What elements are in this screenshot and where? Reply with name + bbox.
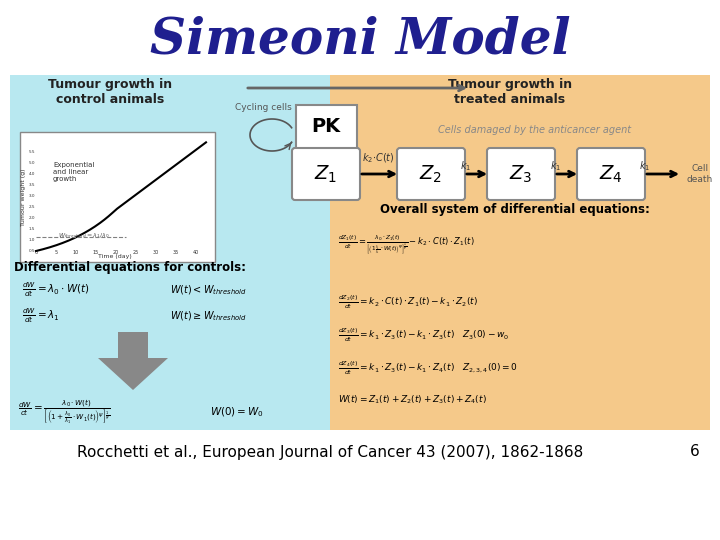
Text: $k_1$: $k_1$	[460, 159, 472, 173]
Text: Cycling cells: Cycling cells	[235, 104, 292, 112]
Text: $W(t) = Z_1(t) + Z_2(t) + Z_3(t) + Z_4(t)$: $W(t) = Z_1(t) + Z_2(t) + Z_3(t) + Z_4(t…	[338, 394, 487, 406]
Text: Cell
death: Cell death	[687, 164, 713, 184]
Text: $W(0) = W_0$: $W(0) = W_0$	[210, 405, 264, 419]
Text: Differential equations for controls:: Differential equations for controls:	[14, 261, 246, 274]
Text: 10: 10	[73, 250, 79, 255]
Text: 0: 0	[35, 250, 37, 255]
Text: 5: 5	[55, 250, 58, 255]
Text: 0.5: 0.5	[29, 249, 35, 253]
FancyBboxPatch shape	[296, 105, 357, 149]
Polygon shape	[98, 332, 168, 390]
Text: $\frac{dZ_2(t)}{dt} = k_2 \cdot C(t) \cdot Z_1(t) - k_1 \cdot Z_2(t)$: $\frac{dZ_2(t)}{dt} = k_2 \cdot C(t) \cd…	[338, 293, 478, 311]
Text: 15: 15	[93, 250, 99, 255]
Text: $W(t) \geq W_{threshold}$: $W(t) \geq W_{threshold}$	[170, 309, 247, 323]
Text: $k_1$: $k_1$	[550, 159, 562, 173]
Text: 4.0: 4.0	[29, 172, 35, 176]
Text: 2.0: 2.0	[29, 216, 35, 220]
Text: $k_2{\cdot}C(t)$: $k_2{\cdot}C(t)$	[362, 151, 395, 165]
Text: 2.5: 2.5	[29, 205, 35, 209]
Text: 30: 30	[153, 250, 159, 255]
Text: 3.5: 3.5	[29, 183, 35, 187]
Text: $\frac{dZ_1(t)}{dt} = \frac{\lambda_0 \cdot Z_1(t)}{\left[\left(1_{\frac{\lambda: $\frac{dZ_1(t)}{dt} = \frac{\lambda_0 \c…	[338, 233, 474, 256]
Text: 1.0: 1.0	[29, 238, 35, 242]
Text: $Z_3$: $Z_3$	[509, 163, 533, 185]
Text: 5.0: 5.0	[29, 161, 35, 165]
Text: 6: 6	[690, 444, 700, 460]
Text: Tumour growth in
control animals: Tumour growth in control animals	[48, 78, 172, 106]
Text: Cells damaged by the anticancer agent: Cells damaged by the anticancer agent	[438, 125, 631, 135]
Text: 20: 20	[113, 250, 119, 255]
Text: $\frac{dW}{ct} = \frac{\lambda_0 \cdot W(t)}{\left[\left(1 + \frac{\lambda_0}{\l: $\frac{dW}{ct} = \frac{\lambda_0 \cdot W…	[18, 398, 111, 426]
Text: $\frac{dW}{dt} = \lambda_1$: $\frac{dW}{dt} = \lambda_1$	[22, 307, 60, 325]
Text: Tumour weight (g): Tumour weight (g)	[22, 168, 27, 226]
Text: Time (day): Time (day)	[98, 254, 132, 259]
FancyBboxPatch shape	[577, 148, 645, 200]
Text: $W_{threshold}=\lambda_1/\lambda_0$: $W_{threshold}=\lambda_1/\lambda_0$	[58, 232, 109, 240]
Text: Tumour growth in
treated animals: Tumour growth in treated animals	[448, 78, 572, 106]
Text: 25: 25	[133, 250, 139, 255]
FancyBboxPatch shape	[487, 148, 555, 200]
FancyBboxPatch shape	[292, 148, 360, 200]
Text: 5.5: 5.5	[29, 150, 35, 154]
Text: 1.5: 1.5	[29, 227, 35, 231]
Text: 40: 40	[193, 250, 199, 255]
FancyBboxPatch shape	[330, 75, 710, 430]
FancyBboxPatch shape	[10, 75, 330, 430]
Text: $W(t) < W_{threshold}$: $W(t) < W_{threshold}$	[170, 283, 247, 297]
Text: $\frac{dZ_3(t)}{dt} = k_1 \cdot Z_3(t) - k_1 \cdot Z_3(t) \quad Z_3(0) - w_0$: $\frac{dZ_3(t)}{dt} = k_1 \cdot Z_3(t) -…	[338, 326, 510, 344]
Text: 3.0: 3.0	[29, 194, 35, 198]
Text: $Z_2$: $Z_2$	[420, 163, 443, 185]
Text: Exponential
and linear
growth: Exponential and linear growth	[53, 162, 94, 182]
FancyBboxPatch shape	[20, 132, 215, 262]
FancyBboxPatch shape	[397, 148, 465, 200]
Text: $\frac{dW}{dt} = \lambda_0 \cdot W(t)$: $\frac{dW}{dt} = \lambda_0 \cdot W(t)$	[22, 281, 90, 299]
Text: PK: PK	[312, 118, 341, 137]
Text: Overall system of differential equations:: Overall system of differential equations…	[380, 204, 650, 217]
Text: $k_1$: $k_1$	[639, 159, 651, 173]
Text: Rocchetti et al., European Journal of Cancer 43 (2007), 1862-1868: Rocchetti et al., European Journal of Ca…	[77, 444, 583, 460]
Text: 35: 35	[173, 250, 179, 255]
Text: $Z_1$: $Z_1$	[315, 163, 338, 185]
Text: $\frac{dZ_4(t)}{dt} = k_1 \cdot Z_3(t) - k_1 \cdot Z_4(t) \quad Z_{2,3,4}(0) = 0: $\frac{dZ_4(t)}{dt} = k_1 \cdot Z_3(t) -…	[338, 359, 518, 377]
Text: Simeoni Model: Simeoni Model	[150, 16, 570, 64]
Text: $Z_4$: $Z_4$	[599, 163, 623, 185]
